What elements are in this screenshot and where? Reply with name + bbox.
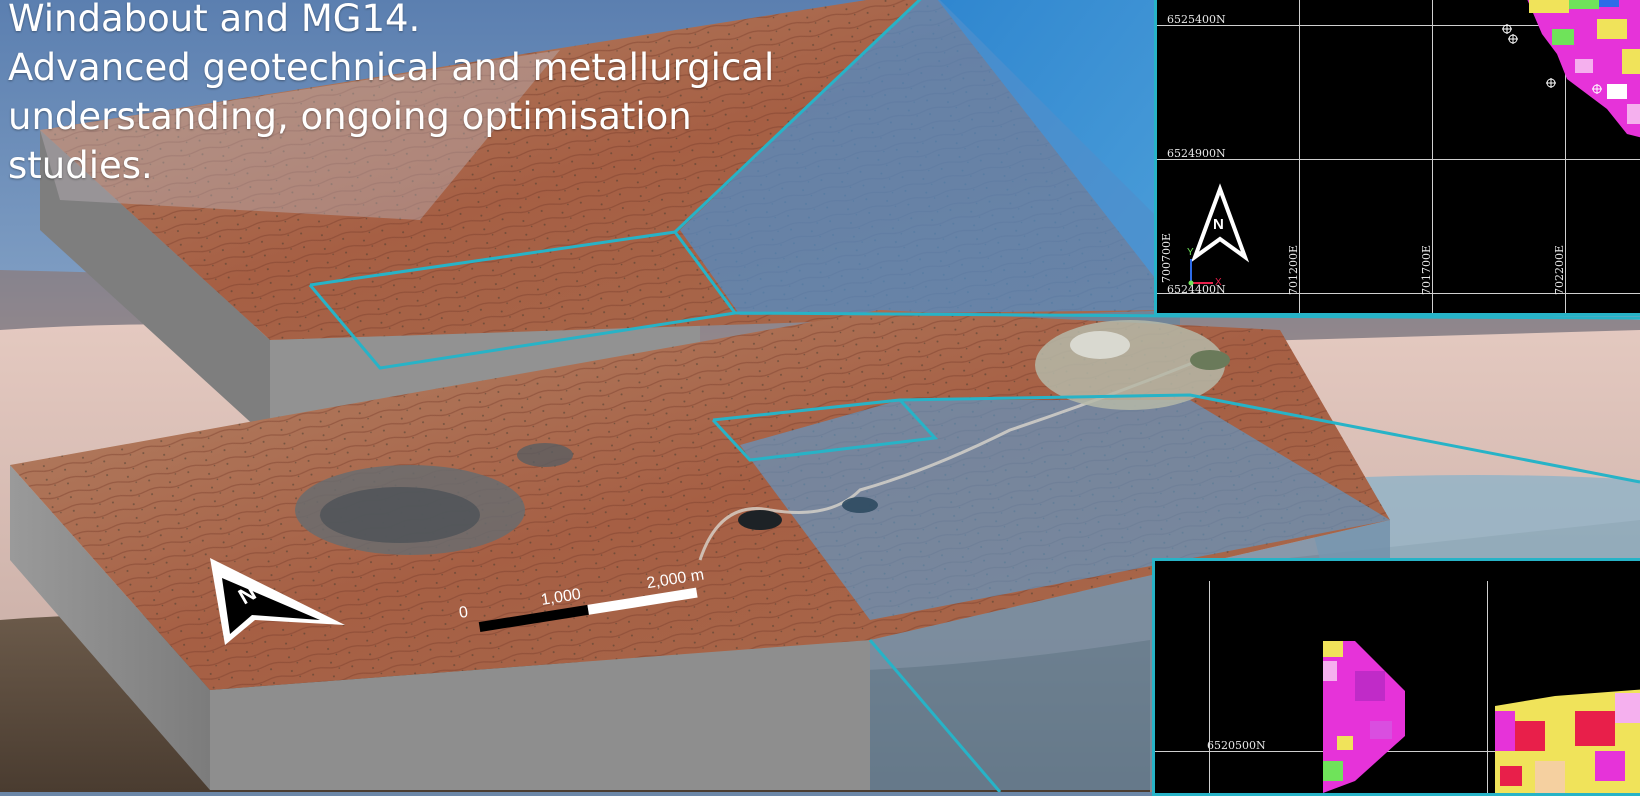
scale-tick-0: 0 [458,604,470,622]
gridline-n-2 [1157,159,1640,160]
gridline-e-2 [1432,0,1433,313]
inset-north-letter: N [1213,216,1224,233]
northing-label-2: 6524900N [1167,147,1226,160]
ore-body-top [1527,0,1640,138]
gridline-n-3 [1157,293,1640,294]
caption-line-1: Windabout and MG14. [8,0,421,40]
inset-north-arrow: N [1190,183,1250,263]
block-model-inset-bottom: 6520500N [1152,558,1640,796]
lower-block-side [10,465,210,790]
upper-blue-overlay [680,0,1180,315]
axis-y-label: Y [1187,247,1194,258]
scale-bar: 0 1,000 2,000 m [458,566,705,632]
drillhole-markers [1502,24,1602,94]
caption-line-2: Advanced geotechnical and metallurgical [8,46,775,89]
inset-top-graphics: N Y X [1187,0,1640,288]
northing-label-1: 6525400N [1167,13,1226,26]
gridline-e-3 [1565,0,1566,313]
lower-outline-box [711,398,939,462]
gridline-e-bottom-2 [1487,581,1488,793]
open-pit-2 [738,510,782,530]
caption-line-4: studies. [8,144,153,187]
block-model-inset-top: 6525400N 6524900N 6524400N 700700E 70120… [1154,0,1640,316]
northing-label-3: 6524400N [1167,283,1226,296]
gridline-n-bottom [1155,751,1640,752]
ore-body-right [1495,689,1640,793]
gridline-e-bottom-1 [1209,581,1210,793]
lower-blue-overlay [740,400,1390,620]
gridline-e-1 [1299,0,1300,313]
ore-body-left [1323,641,1405,793]
upper-terrain-haze [40,50,560,220]
map-north-arrow: N [210,558,345,645]
gridline-n-1 [1157,25,1640,26]
scale-tick-1000: 1,000 [540,586,582,609]
slide-caption: Windabout and MG14. Advanced geotechnica… [8,0,828,190]
axis-x-label: X [1215,277,1222,288]
axis-triad: Y X [1187,247,1222,288]
inset-bottom-graphics [1323,641,1640,793]
caption-line-3: understanding, ongoing optimisation [8,95,692,138]
upper-block-side [40,130,270,440]
northing-label-bottom: 6520500N [1207,739,1266,752]
